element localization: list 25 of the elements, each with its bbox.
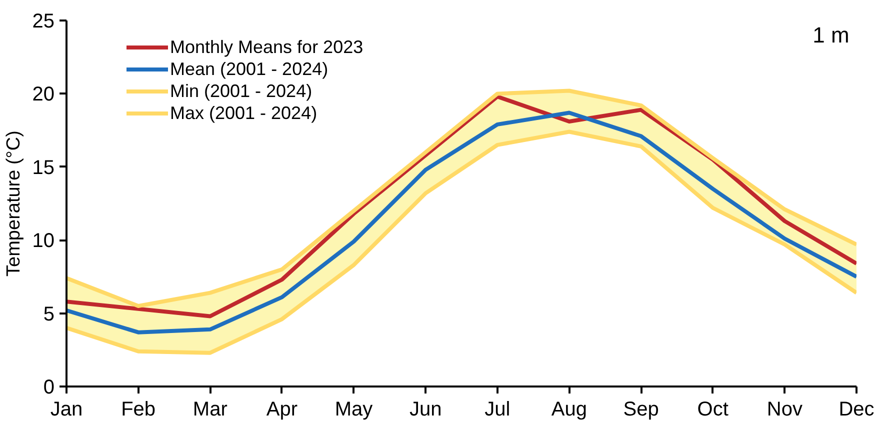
y-tick-label: 15 xyxy=(32,156,55,179)
y-tick-label: 5 xyxy=(43,303,54,326)
annotation: 1 m xyxy=(812,22,850,48)
legend-label: Mean (2001 - 2024) xyxy=(170,58,328,80)
x-tick-label: Feb xyxy=(121,398,156,420)
legend-label: Monthly Means for 2023 xyxy=(170,36,364,58)
x-tick-label: Jun xyxy=(409,398,442,420)
line-series xyxy=(66,130,856,355)
x-tick-label: Jan xyxy=(50,398,83,420)
y-tick-label: 20 xyxy=(32,84,55,106)
x-tick-label: Mar xyxy=(192,398,228,420)
x-tick-label: Nov xyxy=(766,398,802,420)
y-tick-label: 0 xyxy=(43,376,54,398)
x-tick-label: Jul xyxy=(484,398,510,420)
x-tick-label: Oct xyxy=(697,398,729,420)
y-tick-label: 25 xyxy=(32,10,55,32)
x-tick-label: Sep xyxy=(623,398,659,420)
x-tick-label: Dec xyxy=(838,398,874,420)
y-tick-label: 10 xyxy=(32,230,55,252)
x-tick-label: Aug xyxy=(551,398,588,420)
y-axis-title: Temperature (°C) xyxy=(3,130,24,276)
legend-label: Min (2001 - 2024) xyxy=(170,80,312,102)
x-tick-label: Apr xyxy=(266,398,298,420)
legend-label: Max (2001 - 2024) xyxy=(170,102,318,124)
x-tick-label: May xyxy=(334,398,373,420)
